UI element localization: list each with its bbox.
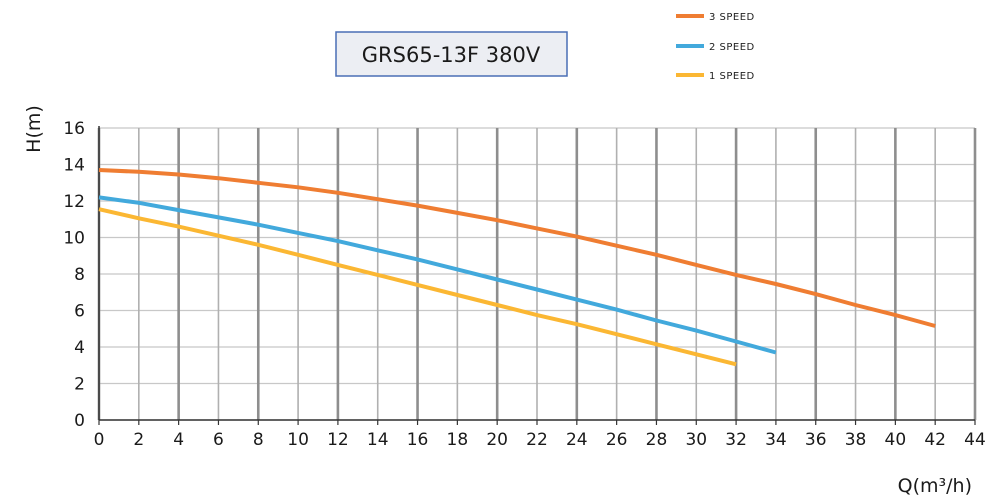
y-axis-title: H(m)	[23, 105, 45, 153]
y-tick-labels: 0 2 4 6 8 10 12 14 16	[63, 119, 85, 431]
x-tick-label: 24	[566, 430, 588, 450]
x-tick-label: 2	[133, 430, 144, 450]
x-tick-labels: 0 2 4 6 8 10 12 14 16 18 20 22 24 26 28 30 32 34 36 38 40 42 4…	[94, 430, 986, 450]
series-line	[98, 207, 737, 367]
title-box-frame	[335, 31, 568, 77]
x-tick-label: 36	[805, 430, 827, 450]
x-tick-label: 28	[646, 430, 668, 450]
x-tick-label: 12	[327, 430, 349, 450]
x-tick-label: 6	[213, 430, 224, 450]
x-tick-label: 32	[725, 430, 747, 450]
legend-label: 2 SPEED	[709, 42, 755, 53]
y-tick-label: 14	[63, 156, 85, 176]
series-lines	[98, 168, 936, 367]
axes	[98, 126, 976, 425]
x-tick-label: 38	[845, 430, 867, 450]
legend-label: 1 SPEED	[709, 71, 755, 82]
series-line	[98, 195, 777, 355]
title-box: GRS65-13F 380V	[335, 31, 568, 77]
y-tick-label: 12	[63, 192, 85, 212]
y-tick-label: 4	[74, 338, 85, 358]
chart-title: GRS65-13F 380V	[362, 43, 541, 67]
legend: 3 SPEED 2 SPEED 1 SPEED	[676, 12, 755, 82]
x-tick-label: 34	[765, 430, 787, 450]
x-tick-label: 18	[447, 430, 469, 450]
x-axis-title: Q(m³/h)	[898, 475, 972, 497]
x-tick-label: 42	[924, 430, 946, 450]
x-tick-label: 40	[885, 430, 907, 450]
y-tick-label: 2	[74, 375, 85, 395]
y-tick-label: 0	[74, 411, 85, 431]
grid	[97, 127, 977, 421]
legend-label: 3 SPEED	[709, 12, 755, 23]
y-tick-label: 16	[63, 119, 85, 139]
x-tick-label: 20	[486, 430, 508, 450]
x-tick-label: 22	[526, 430, 548, 450]
x-tick-label: 26	[606, 430, 628, 450]
x-tick-label: 16	[407, 430, 429, 450]
x-tick-label: 10	[287, 430, 309, 450]
y-tick-label: 8	[74, 265, 85, 285]
series-line	[98, 168, 936, 328]
x-tick-label: 14	[367, 430, 389, 450]
x-tick-label: 30	[685, 430, 707, 450]
y-tick-label: 10	[63, 229, 85, 249]
x-tick-label: 44	[964, 430, 986, 450]
y-tick-label: 6	[74, 302, 85, 322]
x-tick-label: 0	[94, 430, 105, 450]
x-tick-label: 4	[173, 430, 184, 450]
x-tick-label: 8	[253, 430, 264, 450]
